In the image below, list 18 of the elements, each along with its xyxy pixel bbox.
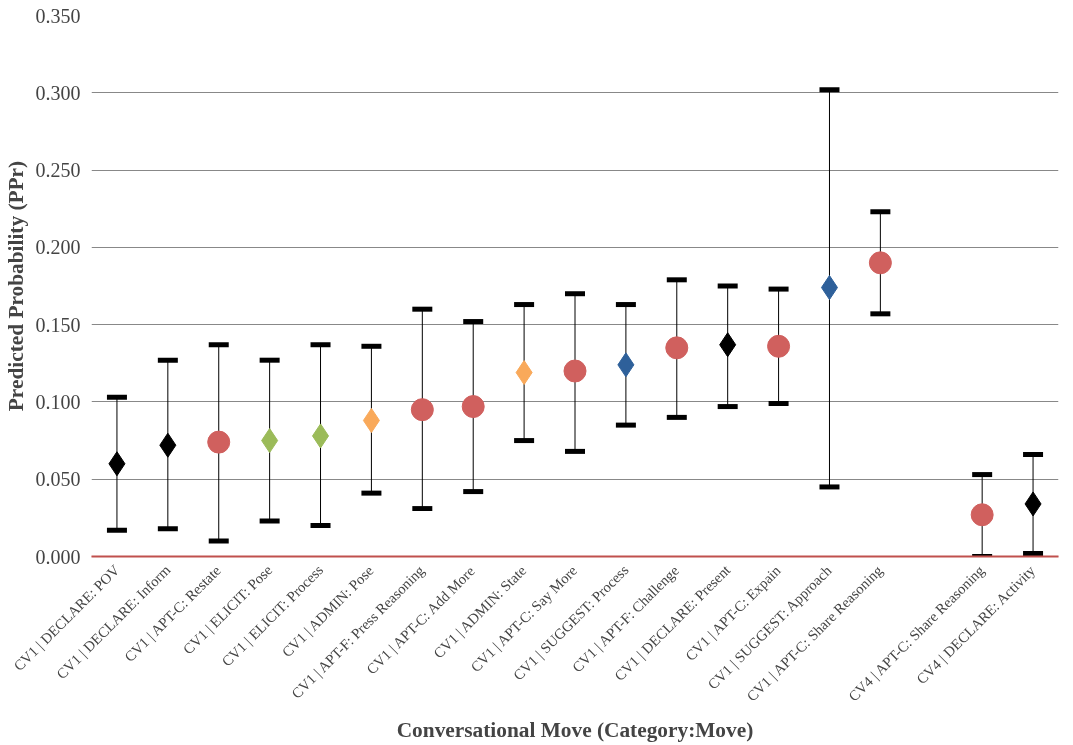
- y-tick-label: 0.300: [35, 81, 81, 104]
- x-axis-title: Conversational Move (Category:Move): [396, 718, 754, 743]
- point: [461, 395, 485, 419]
- y-tick-label: 0.250: [35, 159, 81, 182]
- point: [207, 430, 231, 454]
- y-tick-label: 0.150: [35, 313, 81, 336]
- y-tick-label: 0.200: [35, 236, 81, 259]
- point: [665, 336, 689, 360]
- y-tick-label: 0.100: [35, 390, 81, 413]
- point: [767, 334, 791, 358]
- y-axis-title: Predicted Probability (PPr): [3, 160, 28, 412]
- point: [868, 251, 892, 275]
- y-tick-label: 0.050: [35, 468, 81, 491]
- point: [563, 359, 587, 383]
- y-tick-label: 0.350: [35, 4, 81, 27]
- point: [970, 503, 994, 527]
- y-tick-label: 0.000: [35, 545, 81, 568]
- point: [410, 398, 434, 422]
